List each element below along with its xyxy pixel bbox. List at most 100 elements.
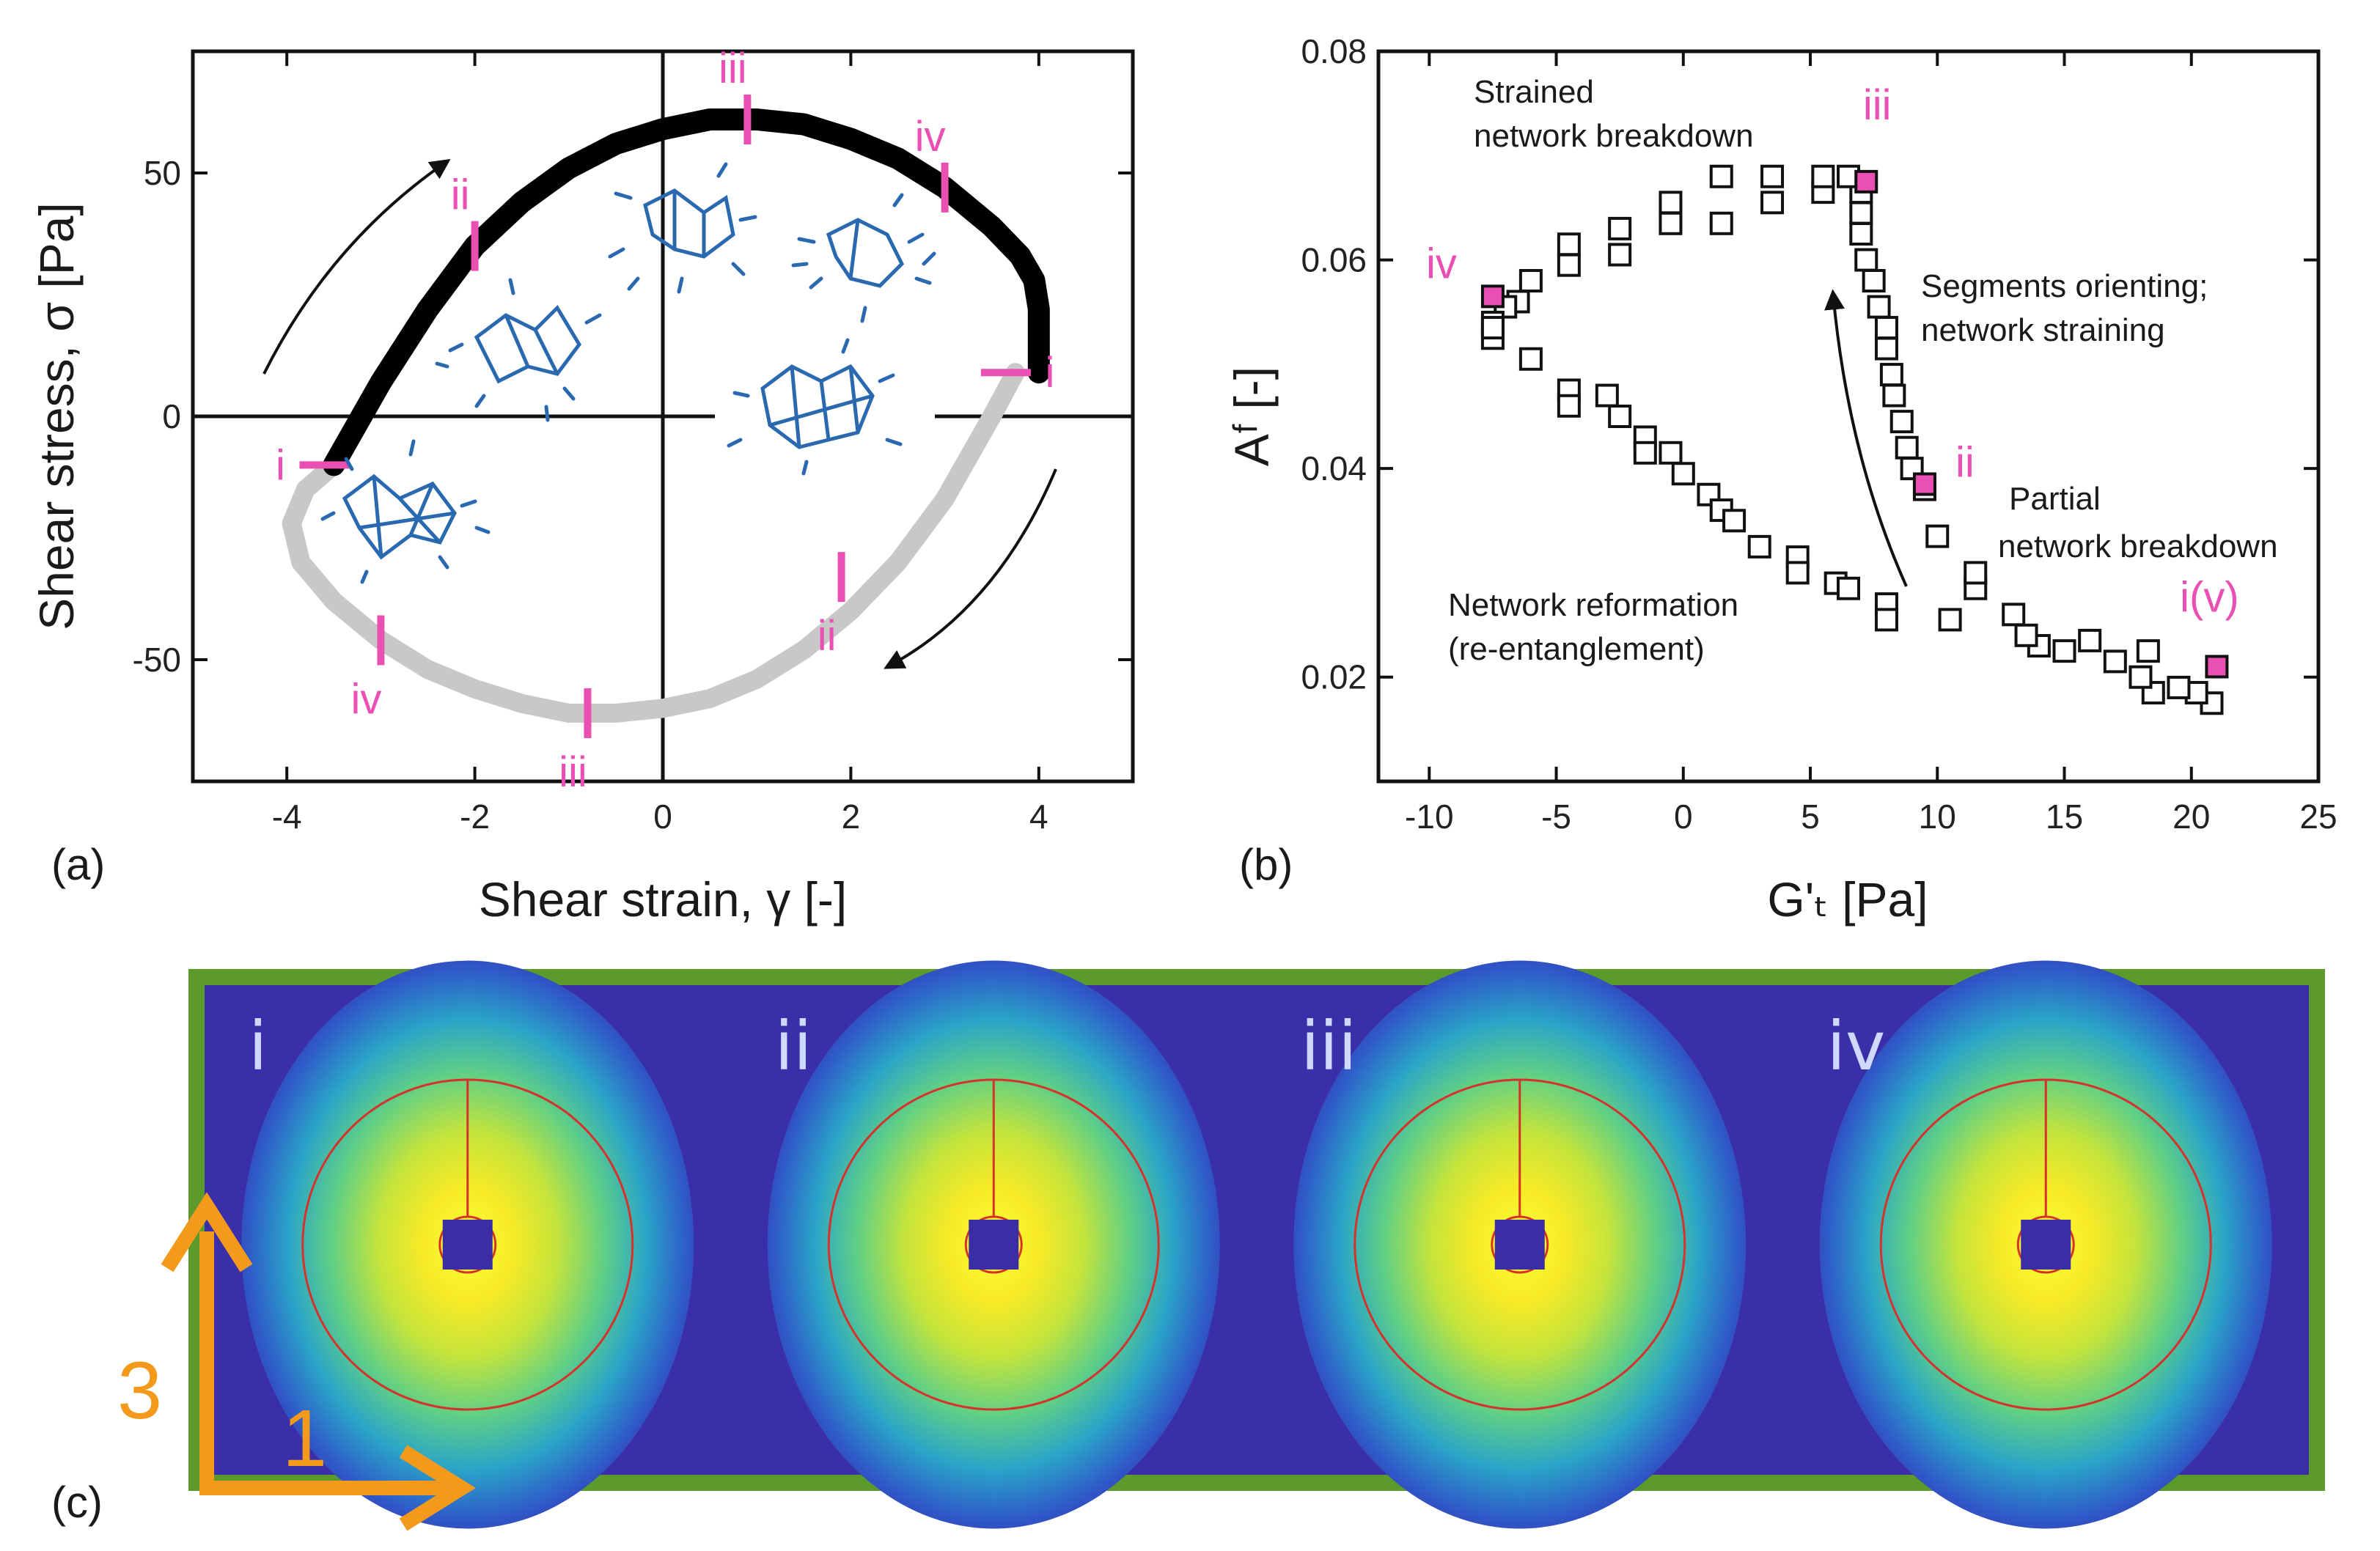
- saxs-frames: i ii iii iv: [205, 960, 2309, 1529]
- marker-label: iv: [350, 675, 381, 723]
- data-point: [1722, 509, 1747, 533]
- data-point: [1659, 191, 1683, 215]
- beamstop: [1494, 1220, 1545, 1270]
- frame-label: ii: [775, 1007, 812, 1086]
- annotation-orienting-1: Segments orienting;: [1921, 268, 2208, 304]
- data-point: [2014, 623, 2038, 647]
- data-point: [1925, 524, 1950, 548]
- x-tick-label-b: 25: [2299, 797, 2337, 836]
- frame-label: iv: [1827, 1007, 1886, 1086]
- data-point: [1518, 347, 1543, 371]
- saxs-frame-iii: iii: [1257, 960, 1783, 1529]
- marker-label: iii: [719, 45, 747, 92]
- data-point: [1889, 410, 1914, 434]
- data-point: [1760, 191, 1785, 215]
- data-point: [1557, 394, 1581, 418]
- y-tick-label-a: -50: [133, 641, 181, 679]
- axis-3-label: 3: [117, 1346, 162, 1436]
- frame-label: iii: [1301, 1007, 1357, 1086]
- beamstop: [2021, 1220, 2071, 1270]
- data-point: [1747, 534, 1771, 559]
- y-axis-label-b: Aᶠ [-]: [1224, 366, 1279, 466]
- annotation-reformation-1: Network reformation: [1448, 587, 1738, 623]
- data-point: [1862, 269, 1886, 293]
- x-tick-label-a: -4: [272, 797, 302, 836]
- marker-label: i: [276, 441, 285, 489]
- network-sketch-broken-iii: [608, 162, 757, 294]
- data-point: [1633, 441, 1657, 465]
- y-tick-label-a: 50: [144, 154, 181, 192]
- x-tick-label-a: 0: [653, 797, 672, 836]
- marker-label: ii: [818, 612, 837, 660]
- data-point: [2167, 675, 2191, 699]
- data-point: [2052, 639, 2076, 663]
- data-point: [2078, 628, 2102, 652]
- y-tick-label-a: 0: [162, 397, 181, 435]
- annotation-strained-2: network breakdown: [1474, 118, 1754, 154]
- marker-label: iv: [915, 113, 946, 161]
- x-tick-label-b: 5: [1801, 797, 1820, 836]
- data-point: [1659, 441, 1683, 465]
- highlighted-point: [1912, 472, 1936, 496]
- network-sketch-broken-iv: [791, 193, 936, 323]
- axis-3-arrowhead: [161, 1192, 253, 1272]
- upper-branch-curve: [323, 108, 1050, 476]
- y-tick-label-b: 0.04: [1301, 449, 1367, 487]
- x-tick-label-b: -5: [1541, 797, 1571, 836]
- highlight-label: iv: [1426, 240, 1457, 287]
- data-point: [1874, 336, 1898, 361]
- beamstop: [442, 1220, 493, 1270]
- data-point: [1895, 435, 1919, 460]
- data-point: [2103, 649, 2127, 674]
- y-tick-label-b: 0.06: [1301, 241, 1367, 279]
- axis-1-label: 1: [282, 1393, 327, 1484]
- annotation-partial-1: Partial: [2009, 481, 2101, 517]
- panel-b-ticks: -10 -5 0 5 10 15 20 25 0.02 0.04 0.06 0.08: [1301, 32, 2337, 836]
- x-tick-label-a: 2: [842, 797, 861, 836]
- panel-label-b: (b): [1239, 840, 1293, 889]
- x-tick-label-b: 0: [1674, 797, 1693, 836]
- data-point: [1557, 232, 1581, 257]
- x-tick-label-b: 20: [2173, 797, 2210, 836]
- data-point: [1785, 561, 1810, 585]
- data-point: [1874, 316, 1898, 340]
- data-point: [1882, 383, 1906, 408]
- data-point: [1480, 316, 1505, 340]
- highlighted-point: [2205, 655, 2229, 679]
- data-point: [1608, 405, 1632, 428]
- panel-b-points: [1480, 164, 2224, 715]
- data-point: [1608, 216, 1632, 240]
- axis-1-arrowhead: [399, 1445, 476, 1531]
- data-point: [1964, 561, 1988, 585]
- data-point: [1557, 253, 1581, 277]
- x-axis-label-b: G'ₜ [Pa]: [1767, 872, 1928, 926]
- annotation-strained-1: Strained: [1474, 74, 1594, 110]
- panel-label-a: (a): [51, 840, 105, 889]
- data-point: [1659, 211, 1683, 235]
- highlight-label: ii: [1955, 438, 1975, 486]
- saxs-frame-i: i: [205, 960, 731, 1529]
- lower-branch-curve: [282, 363, 1025, 723]
- data-point: [1854, 248, 1878, 272]
- unloading-direction-arrow: [884, 468, 1057, 669]
- data-point: [1811, 164, 1835, 188]
- data-point: [2129, 665, 2153, 689]
- network-sketch-oriented-ii: [435, 278, 602, 422]
- panel-b-frame: [1376, 49, 2321, 784]
- network-sketch-dense-left: [320, 439, 491, 584]
- data-point: [1760, 164, 1785, 188]
- loading-direction-arrow: [262, 158, 451, 375]
- marker-label: i: [1045, 349, 1054, 397]
- highlighted-point: [1480, 284, 1505, 309]
- data-point: [1867, 295, 1891, 319]
- x-tick-label-b: 10: [1919, 797, 1956, 836]
- highlighted-point: [1854, 169, 1878, 194]
- data-point: [1837, 576, 1860, 600]
- y-tick-label-b: 0.02: [1301, 658, 1367, 696]
- data-point: [2141, 681, 2165, 705]
- beamstop: [969, 1220, 1019, 1270]
- highlight-label: i(v): [2180, 573, 2239, 621]
